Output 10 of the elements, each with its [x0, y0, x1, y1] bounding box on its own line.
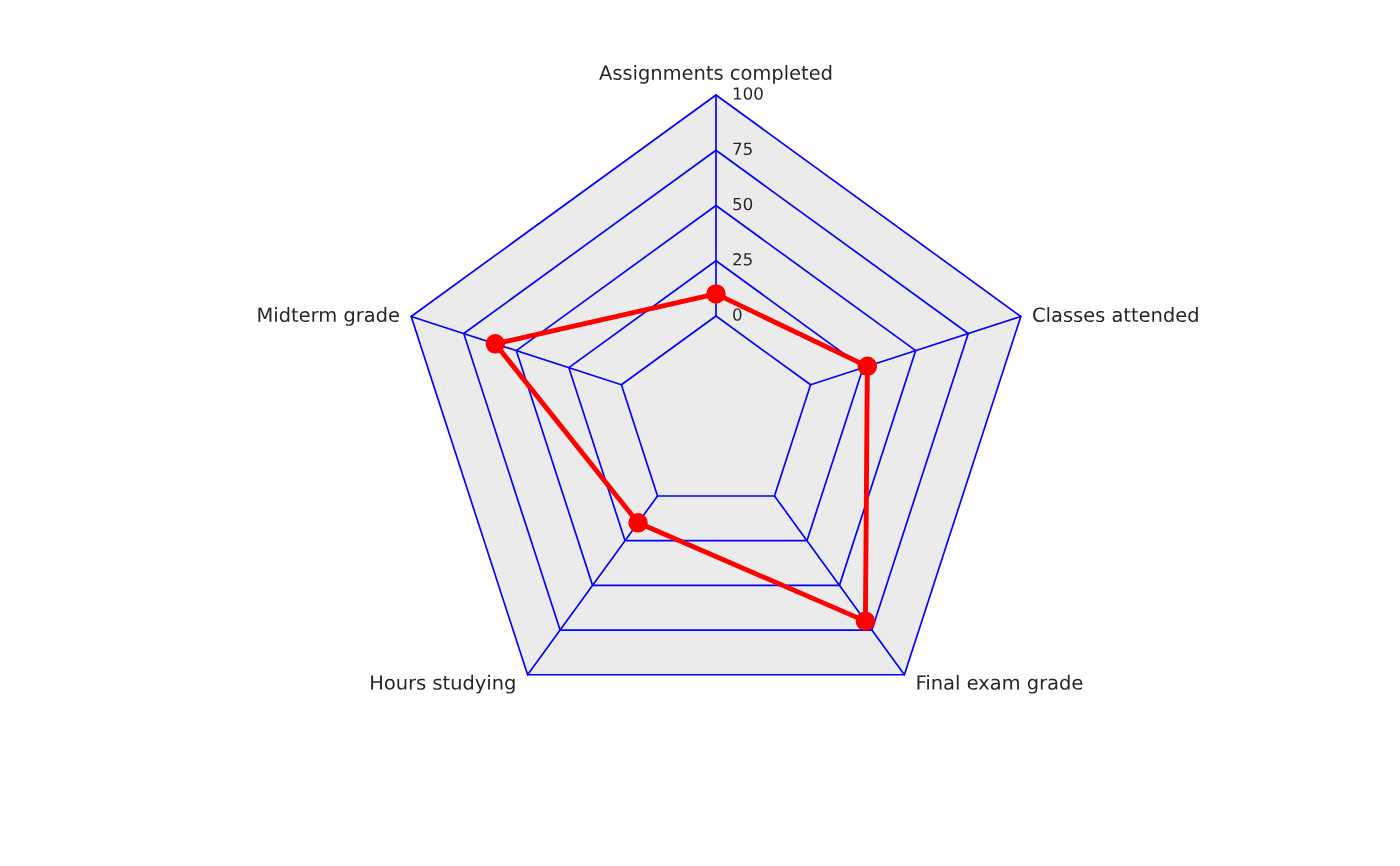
spoke-label: Assignments completed: [599, 64, 832, 84]
spoke-label: Final exam grade: [917, 674, 1083, 694]
y-tick-label: 100: [733, 87, 763, 100]
y-tick-label: 75: [733, 142, 752, 156]
spoke-label: Midterm grade: [258, 307, 399, 326]
spoke-label: Classes attended: [1033, 307, 1198, 323]
y-tick-label: 0: [733, 308, 742, 321]
y-tick-label: 50: [733, 197, 753, 211]
y-tick-label: 25: [733, 253, 752, 266]
spoke-label: Hours studying: [371, 674, 515, 694]
